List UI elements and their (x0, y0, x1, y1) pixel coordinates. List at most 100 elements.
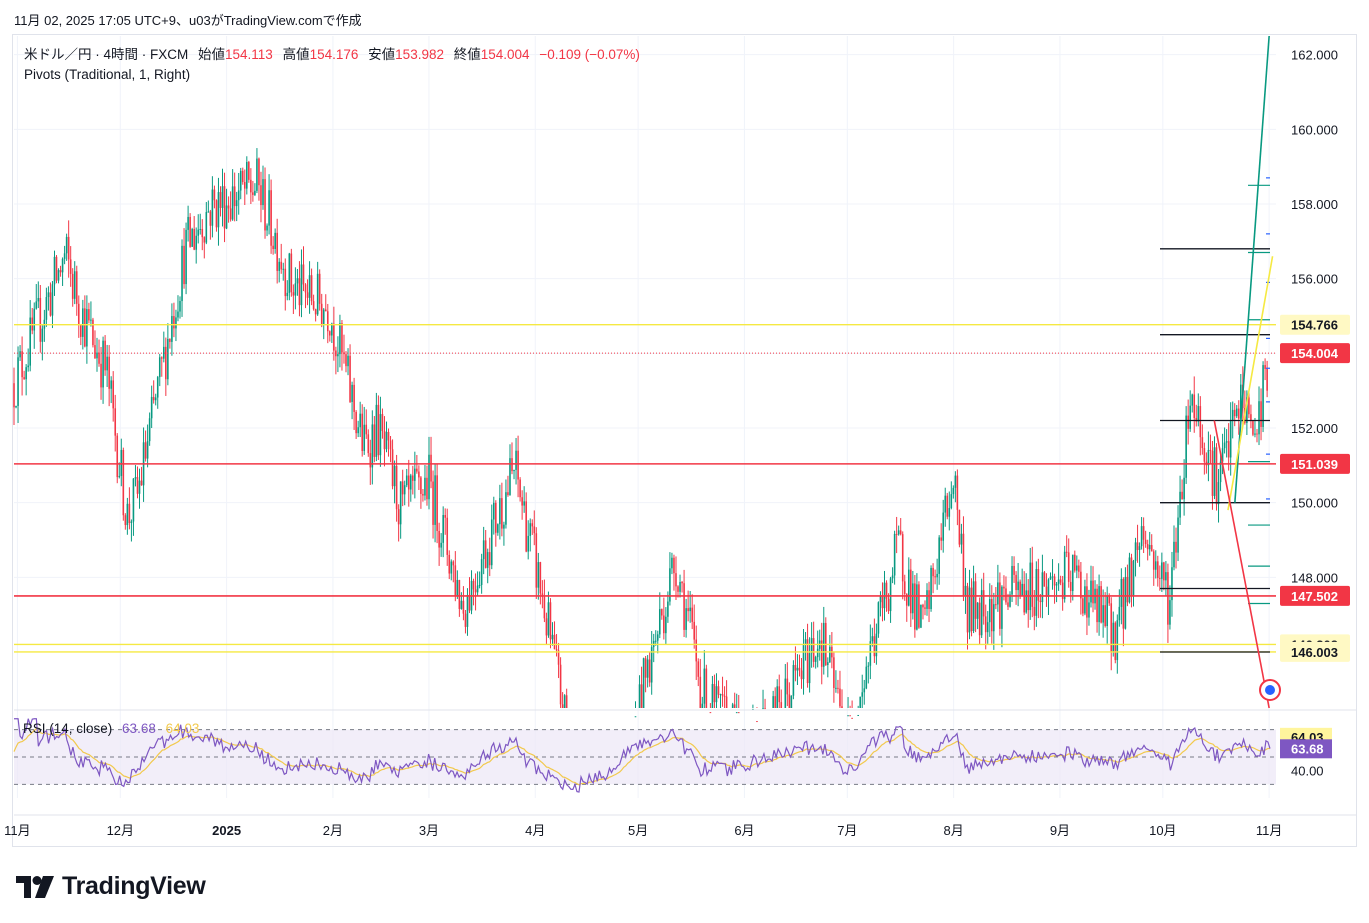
candle-body (816, 648, 819, 658)
candle-body (764, 708, 766, 710)
candle-body (1110, 603, 1113, 653)
candle-body (772, 696, 774, 708)
candle-body (426, 477, 428, 500)
rsi-line (14, 718, 1271, 793)
candle-body (69, 259, 72, 274)
candle-body (926, 590, 928, 609)
candle-body (468, 594, 471, 611)
candle-body (175, 317, 177, 329)
candle-body (35, 301, 38, 309)
candle-body (288, 253, 291, 293)
candle-body (1199, 406, 1202, 438)
candle-body (1080, 571, 1082, 599)
candle-body (687, 608, 689, 612)
candle-body (1055, 584, 1058, 586)
candle-body (756, 721, 758, 723)
candle-body (786, 678, 789, 695)
candle-body (1035, 569, 1038, 616)
candle-body (1237, 408, 1240, 419)
legend-high-label: 高値 (282, 47, 310, 62)
candle-body (98, 352, 100, 364)
price-tag-label: 147.502 (1291, 589, 1338, 604)
candle-body (316, 273, 319, 315)
candle-body (86, 309, 88, 347)
candle-body (88, 309, 90, 321)
candle-body (248, 162, 250, 180)
candle-body (958, 509, 961, 545)
candle-body (1017, 581, 1019, 591)
legend-indicator[interactable]: Pivots (Traditional, 1, Right) (24, 67, 191, 82)
candle-body (695, 639, 698, 662)
candle-body (792, 664, 795, 696)
candle-body (1173, 541, 1175, 568)
candle-body (1128, 557, 1131, 603)
candle-body (268, 190, 270, 226)
candle-body (264, 179, 266, 231)
candle-body (191, 229, 193, 247)
candle-body (962, 533, 965, 596)
candle-body (254, 190, 256, 195)
candle-body (422, 493, 424, 496)
candle-body (345, 354, 347, 367)
candle-body (851, 717, 853, 719)
candle-body (563, 695, 566, 708)
candle-body (53, 256, 56, 285)
rsi-legend: RSI (14, close) 63.68 64.03 (23, 721, 199, 736)
candle-body (160, 357, 163, 359)
candle-body (357, 427, 359, 434)
legend-symbol[interactable]: 米ドル／円 · 4時間 · FXCM (24, 47, 189, 62)
candle-body (428, 454, 430, 500)
candle-body (930, 567, 932, 610)
candle-body (207, 211, 210, 213)
candles (13, 148, 1268, 723)
candle-body (1256, 433, 1258, 435)
candle-body (778, 686, 781, 703)
candle-body (165, 346, 167, 380)
candle-body (318, 273, 321, 304)
candle-body (1183, 477, 1185, 500)
candle-body (798, 667, 801, 671)
candle-body (535, 533, 538, 588)
candle-body (1167, 572, 1169, 625)
candle-body (656, 634, 659, 641)
candle-body (120, 449, 123, 476)
candle-body (1108, 595, 1111, 604)
candle-body (1132, 560, 1135, 596)
candle-body (430, 454, 432, 482)
candle-body (557, 650, 560, 665)
candle-body (873, 636, 876, 657)
x-tick-label: 4月 (525, 823, 545, 838)
candle-body (719, 694, 722, 696)
candle-body (314, 309, 317, 315)
rsi-label[interactable]: RSI (14, close) (23, 721, 113, 736)
candle-body (689, 607, 691, 612)
candle-body (144, 442, 147, 459)
candle-body (737, 712, 740, 714)
candle-body (1225, 441, 1228, 443)
candle-body (1227, 441, 1230, 458)
snapshot-header: 11月 02, 2025 17:05 UTC+9、u03がTradingView… (14, 13, 362, 28)
x-tick-label: 3月 (419, 823, 439, 838)
candle-body (1152, 551, 1155, 570)
candle-body (970, 587, 973, 632)
candle-body (1063, 551, 1066, 600)
candle-body (195, 235, 197, 250)
candle-body (895, 533, 898, 535)
candle-body (442, 515, 444, 543)
candle-body (776, 686, 779, 708)
candle-body (705, 668, 708, 708)
candle-body (418, 471, 420, 478)
candle-body (1045, 586, 1048, 597)
candle-body (73, 271, 76, 299)
candle-body (1163, 562, 1165, 581)
candle-body (201, 228, 204, 238)
candle-body (679, 581, 681, 592)
candle-body (229, 208, 232, 220)
candle-body (1003, 586, 1005, 589)
candle-body (450, 561, 453, 574)
candle-body (721, 694, 724, 696)
candle-body (1084, 586, 1086, 614)
tradingview-logo[interactable]: TradingView (16, 872, 206, 901)
candle-body (1057, 579, 1060, 585)
